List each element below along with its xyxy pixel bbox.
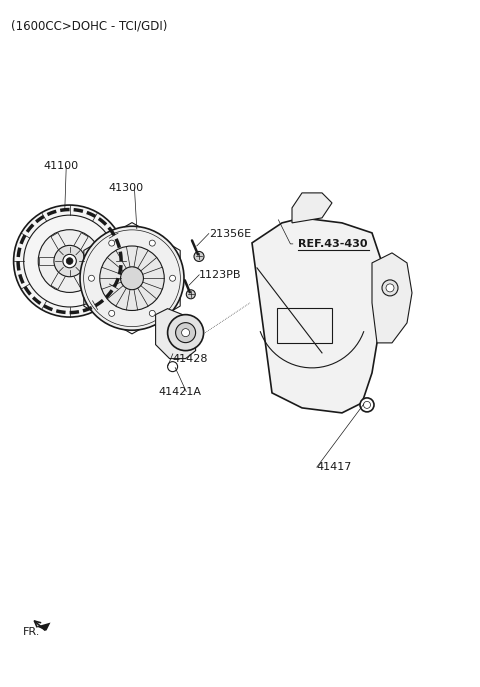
Polygon shape	[156, 308, 196, 359]
Text: REF.43-430: REF.43-430	[298, 239, 367, 249]
Circle shape	[88, 275, 95, 281]
Circle shape	[54, 245, 85, 277]
Circle shape	[66, 258, 73, 264]
Polygon shape	[252, 218, 387, 413]
Circle shape	[382, 280, 398, 296]
Circle shape	[120, 267, 144, 290]
Text: 41428: 41428	[173, 354, 208, 363]
Circle shape	[80, 226, 184, 330]
Text: (1600CC>DOHC - TCI/GDI): (1600CC>DOHC - TCI/GDI)	[11, 19, 167, 32]
Text: FR.: FR.	[23, 627, 40, 637]
Circle shape	[13, 205, 126, 317]
Circle shape	[186, 290, 195, 299]
Polygon shape	[36, 622, 50, 631]
Circle shape	[360, 398, 374, 412]
Text: 41421A: 41421A	[158, 387, 202, 396]
Text: 41300: 41300	[108, 183, 143, 192]
Polygon shape	[372, 253, 412, 343]
Circle shape	[63, 254, 76, 268]
Circle shape	[181, 328, 190, 337]
Text: 21356E: 21356E	[209, 229, 251, 238]
Circle shape	[176, 323, 196, 343]
Circle shape	[109, 240, 115, 246]
Circle shape	[169, 275, 176, 281]
Circle shape	[386, 284, 394, 292]
Text: 41417: 41417	[317, 462, 352, 472]
Polygon shape	[292, 193, 332, 223]
Circle shape	[100, 246, 164, 311]
Circle shape	[149, 311, 156, 316]
Circle shape	[149, 240, 156, 246]
Text: 41100: 41100	[43, 161, 78, 171]
Text: 1123PB: 1123PB	[199, 270, 242, 280]
Circle shape	[168, 315, 204, 350]
Circle shape	[108, 311, 115, 316]
Bar	[277, 308, 332, 343]
Circle shape	[38, 229, 101, 293]
Circle shape	[168, 361, 178, 372]
Circle shape	[194, 251, 204, 262]
